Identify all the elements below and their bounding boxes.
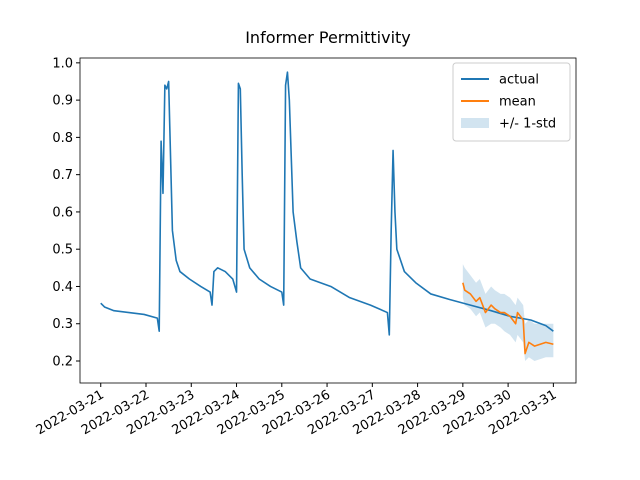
legend-box [452,62,571,142]
legend-label: +/- 1-std [499,117,556,132]
y-tick-label: 0.8 [52,131,73,146]
y-tick-label: 0.6 [52,205,73,220]
std-band [462,264,554,362]
legend-label: mean [499,95,536,110]
legend-label: actual [499,73,539,88]
y-tick-label: 0.9 [52,94,73,109]
y-tick-label: 0.3 [52,317,73,332]
series-line [462,282,554,355]
axes-frame [79,57,577,384]
series-line [100,71,554,336]
chart-title: Informer Permittivity [245,28,411,47]
y-tick-label: 0.4 [52,280,73,295]
y-tick-label: 1.0 [52,56,73,71]
y-tick-label: 0.2 [52,355,73,370]
y-tick-label: 0.5 [52,243,73,258]
plot-area [100,71,554,362]
y-tick-label: 0.7 [52,168,73,183]
legend-swatch [461,118,489,128]
